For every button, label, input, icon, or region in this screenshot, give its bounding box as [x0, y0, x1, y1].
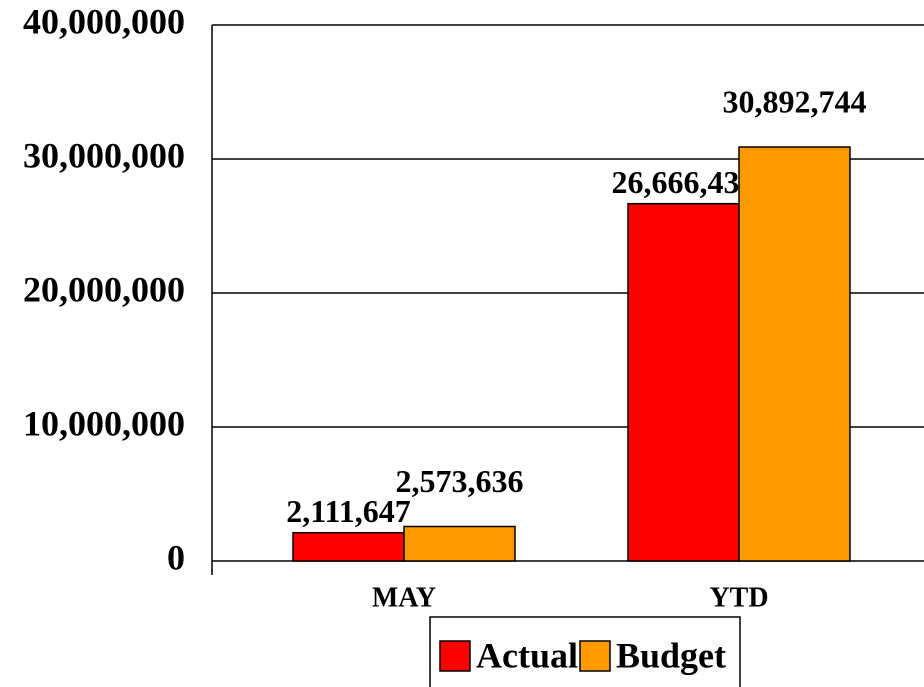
x-tick-label: MAY	[372, 582, 436, 613]
data-label: 2,573,636	[396, 463, 524, 499]
y-tick-label: 10,000,000	[23, 403, 185, 443]
bar	[403, 525, 516, 562]
legend-swatch	[579, 640, 611, 672]
y-tick-label: 30,000,000	[23, 135, 185, 175]
x-tick-label: YTD	[709, 582, 768, 613]
legend-label: Actual	[476, 635, 578, 675]
data-label: 26,666,439	[612, 164, 756, 200]
legend-label: Budget	[616, 635, 726, 675]
y-tick-label: 40,000,000	[23, 1, 185, 41]
legend-swatch	[439, 640, 471, 672]
bar	[292, 531, 405, 562]
y-tick-label: 0	[167, 537, 185, 577]
data-label: 30,892,744	[723, 83, 867, 119]
y-tick-label: 20,000,000	[23, 269, 185, 309]
bar	[627, 202, 740, 562]
data-label: 2,111,647	[286, 493, 410, 529]
bar	[738, 146, 851, 562]
